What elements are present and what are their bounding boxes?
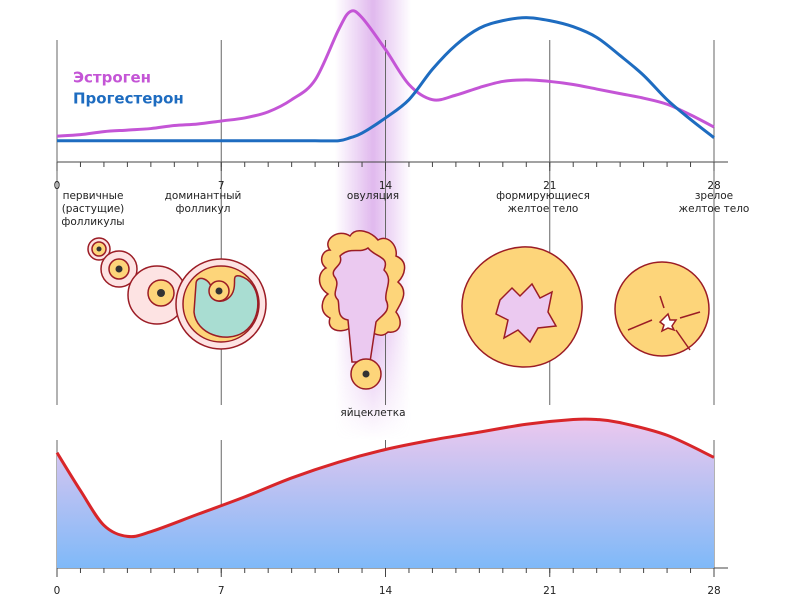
forming-corpus-luteum	[461, 246, 583, 368]
stage-label: доминантный	[165, 190, 242, 202]
stage-label: зрелое	[695, 190, 733, 202]
x-tick-label: 14	[379, 585, 393, 597]
x-tick-label: 0	[54, 180, 61, 192]
area-fill	[57, 418, 714, 568]
stage-label: фолликулы	[61, 216, 124, 228]
legend-entry: Эстроген	[73, 69, 151, 87]
stage-label: желтое тело	[508, 203, 579, 215]
follicles	[87, 237, 267, 350]
x-tick-label: 21	[543, 585, 556, 597]
stage-labels: первичные (растущие) фолликулы доминантн…	[61, 190, 749, 419]
stage-label: формирующиеся	[496, 190, 590, 202]
x-tick-label: 14	[379, 180, 393, 192]
x-tick-label: 7	[218, 585, 225, 597]
series-line	[56, 9, 715, 138]
x-tick-label: 21	[543, 180, 556, 192]
stage-label: овуляция	[347, 190, 399, 202]
x-tick-label: 7	[218, 180, 225, 192]
area-line	[55, 417, 715, 539]
ovulation-shape	[318, 230, 406, 390]
stage-label: первичные	[63, 190, 124, 202]
egg-label: яйцеклетка	[340, 407, 405, 419]
x-tick-label: 28	[707, 585, 720, 597]
stage-label: (растущие)	[62, 203, 125, 215]
stage-label: желтое тело	[679, 203, 750, 215]
legend-entry: Прогестерон	[73, 90, 184, 108]
x-tick-label: 0	[54, 585, 61, 597]
stage-label: фолликул	[176, 203, 231, 215]
series-line	[56, 16, 715, 143]
x-tick-label: 28	[707, 180, 720, 192]
mature-corpus-luteum	[614, 261, 710, 357]
plots: 0 7 14 21 28 Эстроген Прогестерон 0 7 14 21 28	[54, 9, 721, 597]
